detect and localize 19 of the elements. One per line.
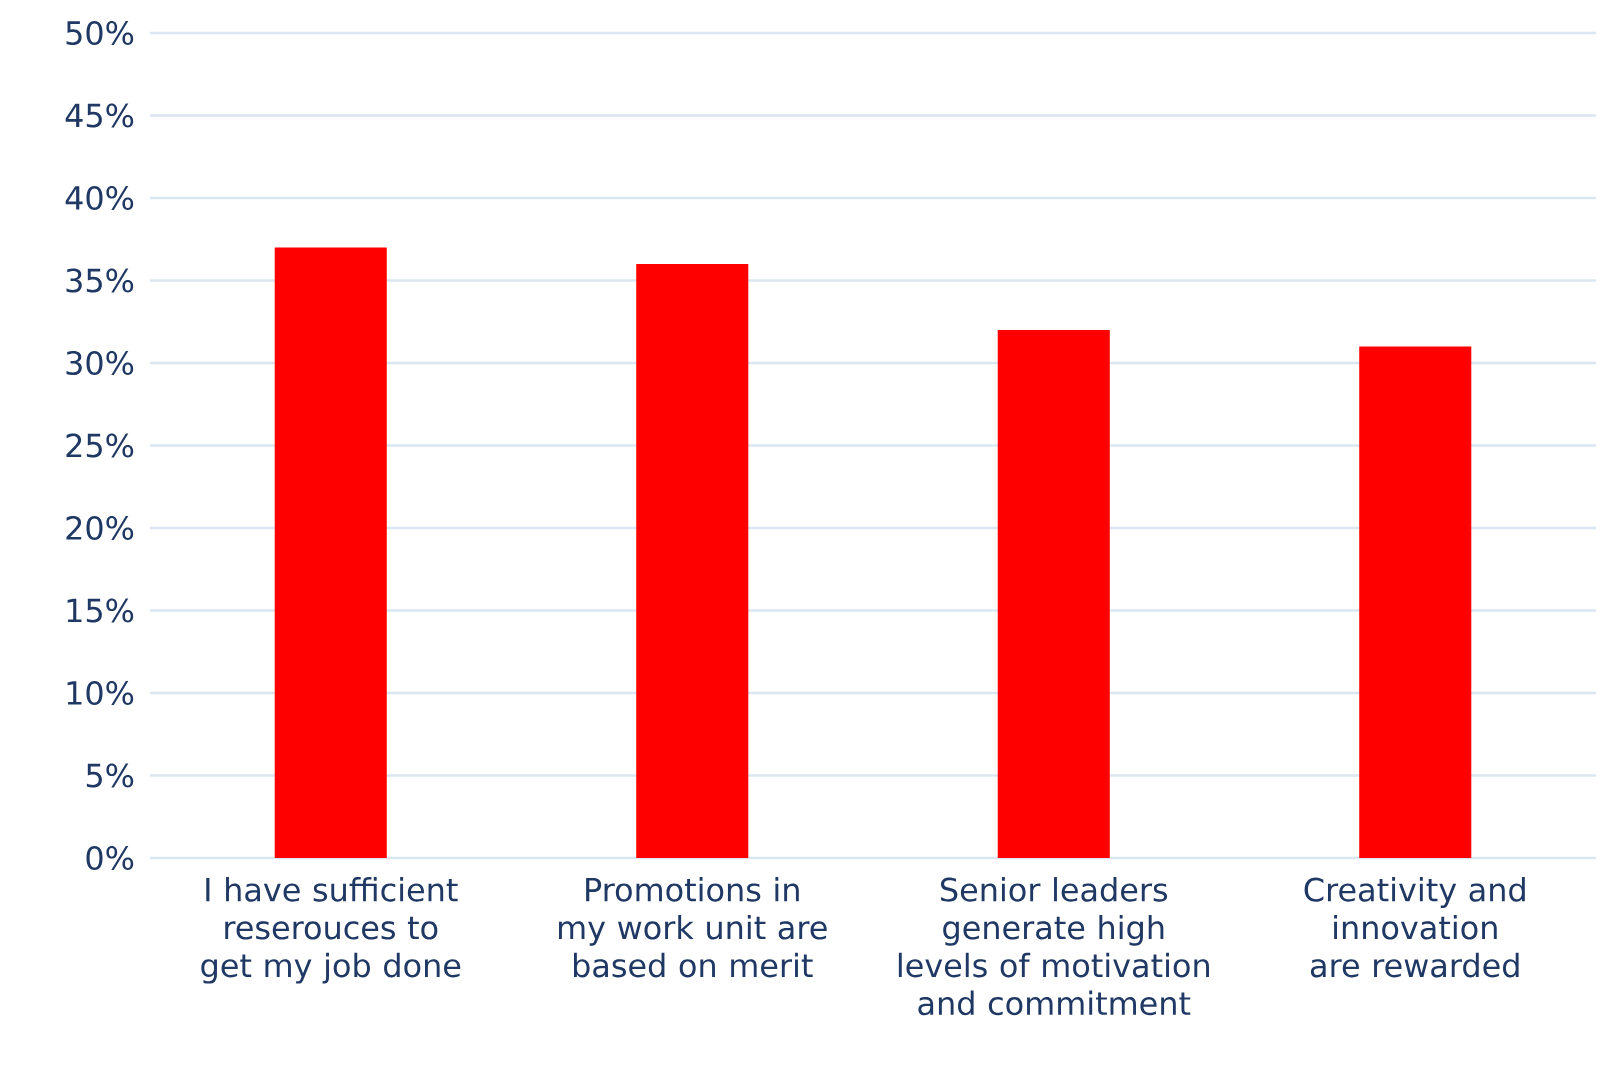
bar <box>636 264 749 858</box>
x-tick-label: I have sufficient reserouces to get my job done <box>201 877 461 984</box>
y-tick-label: 0% <box>86 845 134 871</box>
y-tick-label: 35% <box>66 268 134 293</box>
x-tick-label: Creativity and innovation are rewarded <box>1304 877 1525 978</box>
y-tick-label: 10% <box>67 680 134 706</box>
bar <box>997 330 1110 858</box>
y-tick-label: 40% <box>65 185 134 211</box>
bar <box>1359 346 1472 858</box>
y-tick-label: 30% <box>66 350 134 376</box>
y-tick-label: 20% <box>66 515 134 541</box>
y-tick-label: 25% <box>66 433 134 458</box>
y-tick-label: 45% <box>65 103 134 128</box>
x-tick-label: Promotions in my work unit are based on merit <box>559 877 827 978</box>
y-tick-label: 50% <box>66 20 134 46</box>
y-tick-label: 15% <box>67 598 134 623</box>
bar <box>274 247 387 858</box>
y-tick-label: 5% <box>86 763 134 788</box>
x-tick-label: Senior leaders generate high levels of motivation and commitment <box>898 877 1209 1016</box>
